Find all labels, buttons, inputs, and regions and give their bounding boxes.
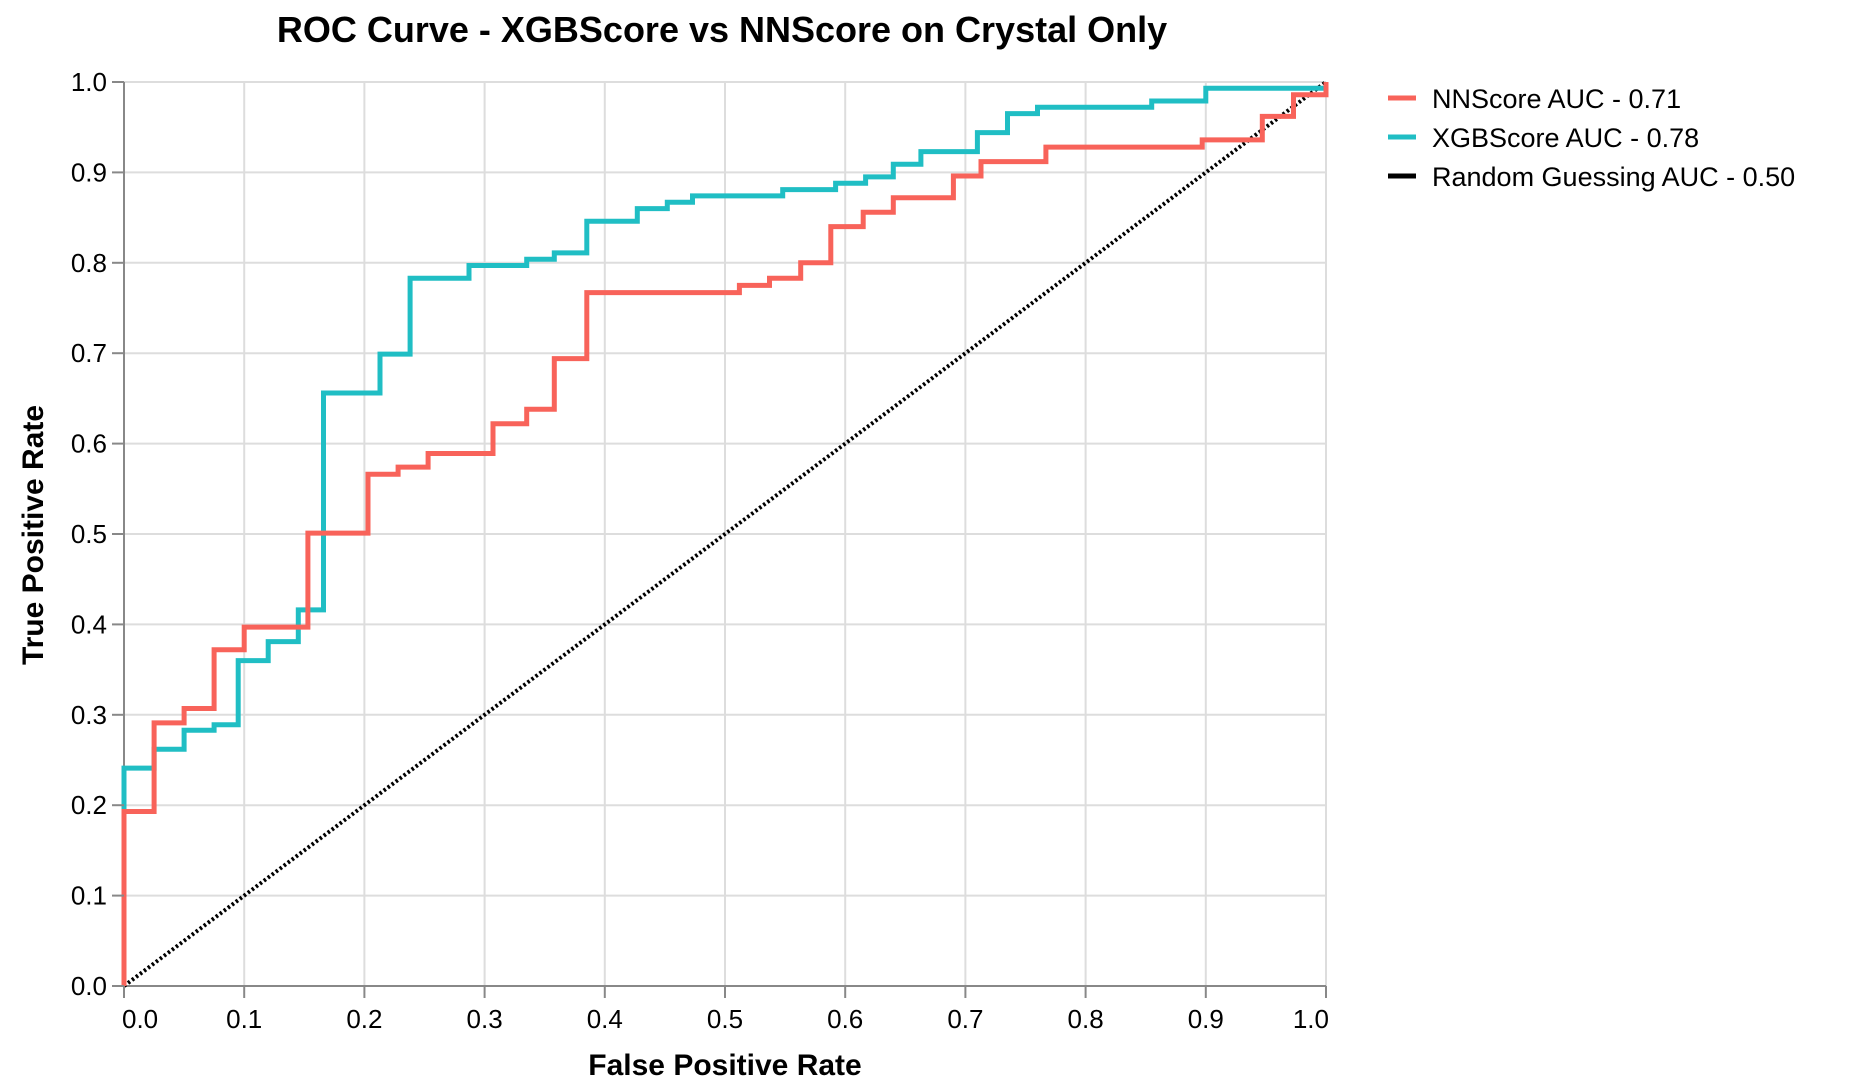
series-line-0 [121,82,1329,986]
series-line-2 [122,80,1328,988]
x-tick-label: 0.9 [1188,1004,1224,1034]
x-tick-label: 1.0 [1293,1004,1329,1034]
x-axis-ticks: 0.0 0.1 0.2 0.3 0.4 0.5 0.6 0.7 0.8 0.9 1.0 [122,986,1329,1034]
y-axis-title: True Positive Rate [17,405,50,665]
x-tick-label: 0.4 [587,1004,623,1034]
y-axis-ticks: 0.0 0.1 0.2 0.3 0.4 0.5 0.6 0.7 0.8 0.9 1.0 [71,67,124,1001]
x-tick-label: 0.5 [707,1004,743,1034]
x-tick-label: 0.6 [827,1004,863,1034]
y-tick-label: 0.7 [71,338,107,368]
x-tick-label: 0.0 [122,1004,158,1034]
x-tick-label: 0.8 [1068,1004,1104,1034]
legend-label: XGBScore AUC - 0.78 [1432,123,1699,153]
legend-label: Random Guessing AUC - 0.50 [1432,162,1795,192]
series-lines [121,80,1329,988]
y-tick-label: 0.3 [71,700,107,730]
x-tick-label: 0.2 [346,1004,382,1034]
y-tick-label: 0.1 [71,881,107,911]
y-tick-label: 0.8 [71,248,107,278]
y-tick-label: 0.5 [71,519,107,549]
y-tick-label: 0.4 [71,609,107,639]
series-line-1 [121,82,1329,986]
chart-title: ROC Curve - XGBScore vs NNScore on Cryst… [277,9,1167,50]
y-tick-label: 0.0 [71,971,107,1001]
y-tick-label: 1.0 [71,67,107,97]
x-tick-label: 0.3 [467,1004,503,1034]
x-tick-label: 0.7 [947,1004,983,1034]
y-tick-label: 0.9 [71,157,107,187]
y-tick-label: 0.6 [71,429,107,459]
legend-label: NNScore AUC - 0.71 [1432,84,1681,114]
x-axis-title: False Positive Rate [588,1049,861,1082]
legend: NNScore AUC - 0.71 XGBScore AUC - 0.78 Ran… [1388,84,1795,192]
x-tick-label: 0.1 [226,1004,262,1034]
y-tick-label: 0.2 [71,790,107,820]
